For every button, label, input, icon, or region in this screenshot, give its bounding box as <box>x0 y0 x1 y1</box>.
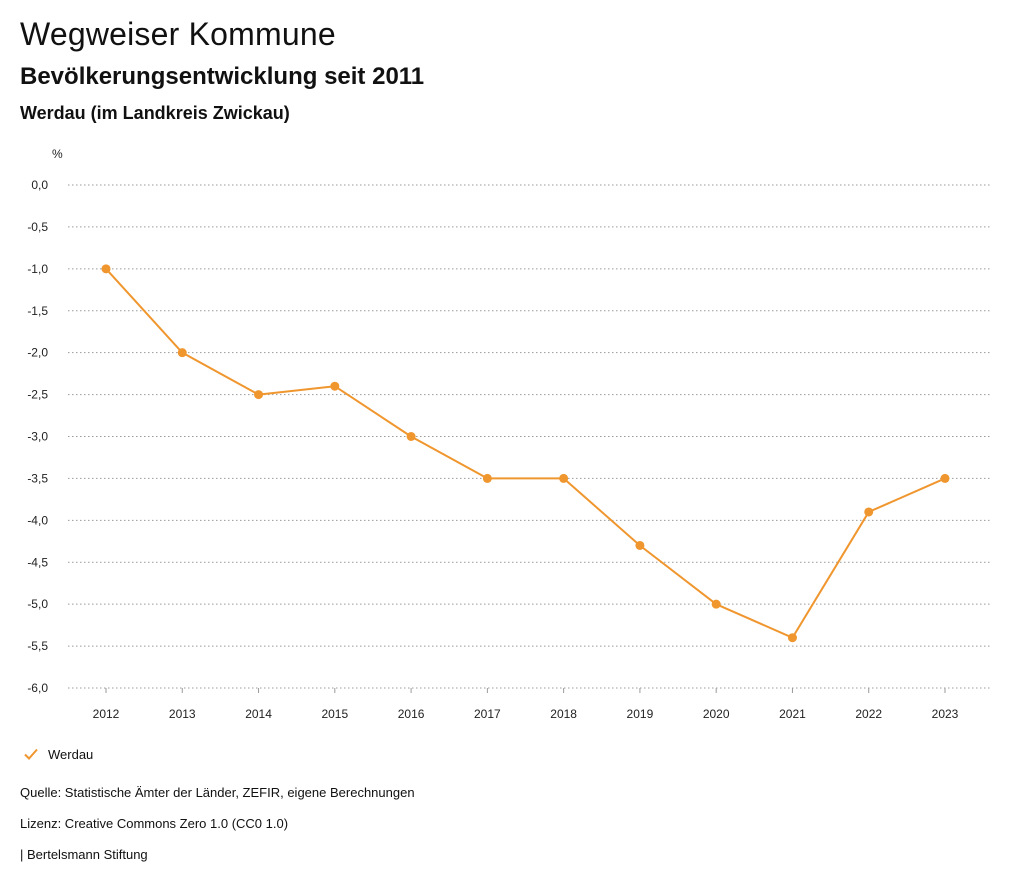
y-tick-label: -3,5 <box>27 471 48 485</box>
y-tick-label: -1,0 <box>27 262 48 276</box>
data-point <box>482 473 492 483</box>
data-point <box>940 473 950 483</box>
y-tick-label: -5,5 <box>27 639 48 653</box>
x-tick-label: 2016 <box>398 707 425 721</box>
data-point <box>864 507 874 517</box>
chart-subtitle: Bevölkerungsentwicklung seit 2011 <box>20 63 425 90</box>
data-point <box>101 264 111 274</box>
publisher-text: | Bertelsmann Stiftung <box>20 847 148 862</box>
data-point <box>330 381 340 391</box>
x-tick-label: 2021 <box>779 707 806 721</box>
region-label: Werdau (im Landkreis Zwickau) <box>20 103 290 123</box>
x-tick-label: 2012 <box>93 707 120 721</box>
y-tick-label: -2,0 <box>27 346 48 360</box>
x-tick-label: 2022 <box>855 707 882 721</box>
y-tick-label: -3,0 <box>27 430 48 444</box>
x-tick-label: 2015 <box>321 707 348 721</box>
data-point <box>787 633 797 643</box>
y-tick-label: -5,0 <box>27 597 48 611</box>
y-tick-label: 0,0 <box>31 178 48 192</box>
source-text: Quelle: Statistische Ämter der Länder, Z… <box>20 785 415 800</box>
x-tick-label: 2020 <box>703 707 730 721</box>
x-tick-label: 2014 <box>245 707 272 721</box>
x-tick-label: 2017 <box>474 707 501 721</box>
check-icon <box>24 748 38 760</box>
y-tick-label: -4,5 <box>27 555 48 569</box>
data-point <box>406 432 416 441</box>
legend-label: Werdau <box>48 746 94 762</box>
data-point <box>559 473 569 483</box>
page-title: Wegweiser Kommune <box>20 16 336 52</box>
series-line <box>105 268 946 639</box>
data-point <box>711 599 721 609</box>
x-tick-label: 2013 <box>169 707 196 721</box>
x-tick-label: 2019 <box>627 707 654 721</box>
y-tick-label: -0,5 <box>27 220 48 234</box>
x-tick-label: 2023 <box>932 707 959 721</box>
y-tick-label: -2,5 <box>27 388 48 402</box>
y-axis-unit-label: % <box>52 147 63 161</box>
x-tick-label: 2018 <box>550 707 577 721</box>
y-tick-label: -4,0 <box>27 513 48 527</box>
data-point <box>177 348 187 358</box>
legend[interactable]: Werdau <box>22 745 93 763</box>
y-tick-label: -1,5 <box>27 304 48 318</box>
y-tick-label: -6,0 <box>27 681 48 695</box>
line-chart: % 0,0 -0,5 -1,0 -1,5 -2,0 -2,5 -3,0 -3,5 -4,0 -4,5… <box>27 147 990 721</box>
license-text: Lizenz: Creative Commons Zero 1.0 (CC0 1… <box>20 816 289 831</box>
data-point <box>635 540 645 550</box>
data-point <box>254 390 264 400</box>
